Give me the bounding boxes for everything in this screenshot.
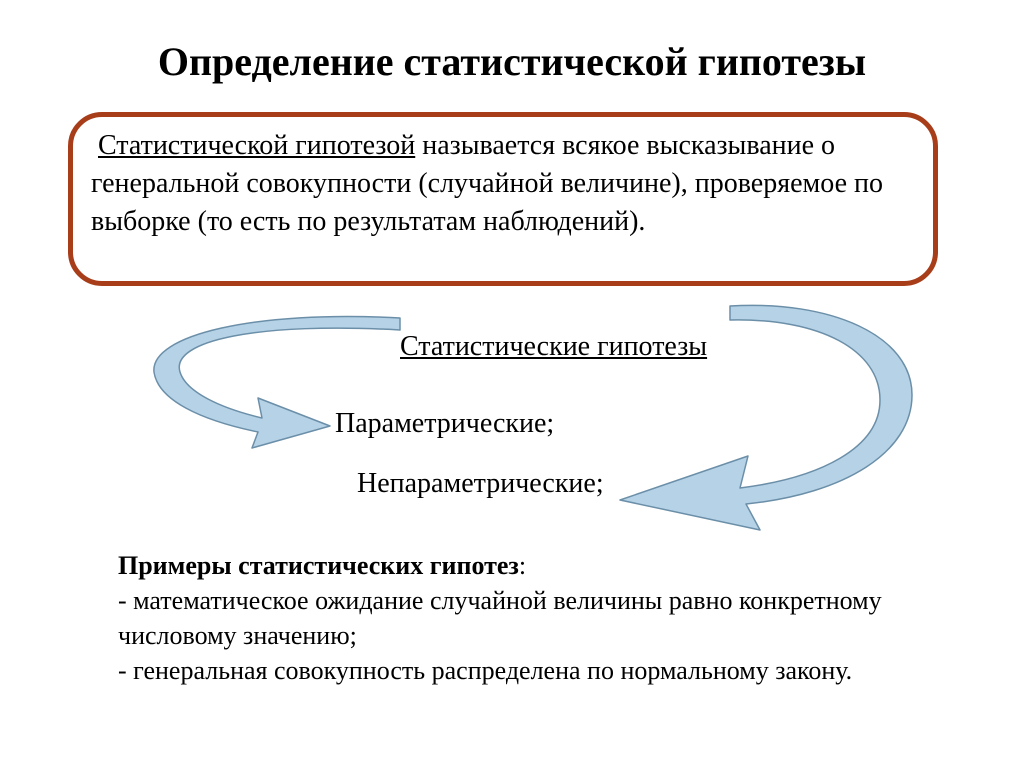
categories-heading: Статистические гипотезы [400,331,707,363]
slide-title: Определение статистической гипотезы [0,38,1024,85]
category-item-parametric: Параметрические; [335,408,554,440]
examples-block: Примеры статистических гипотез: - матема… [118,548,938,688]
example-line-2: - генеральная совокупность распределена … [118,656,852,685]
example-line-1: - математическое ожидание случайной вели… [118,586,882,650]
definition-term: Статистической гипотезой [98,130,415,161]
slide: Определение статистической гипотезы Стат… [0,0,1024,767]
category-item-nonparametric: Непараметрические; [357,468,604,500]
examples-title: Примеры статистических гипотез [118,551,519,580]
examples-colon: : [519,551,526,580]
definition-box: Статистической гипотезой называется всяк… [68,112,938,286]
definition-text: Статистической гипотезой называется всяк… [91,127,915,240]
